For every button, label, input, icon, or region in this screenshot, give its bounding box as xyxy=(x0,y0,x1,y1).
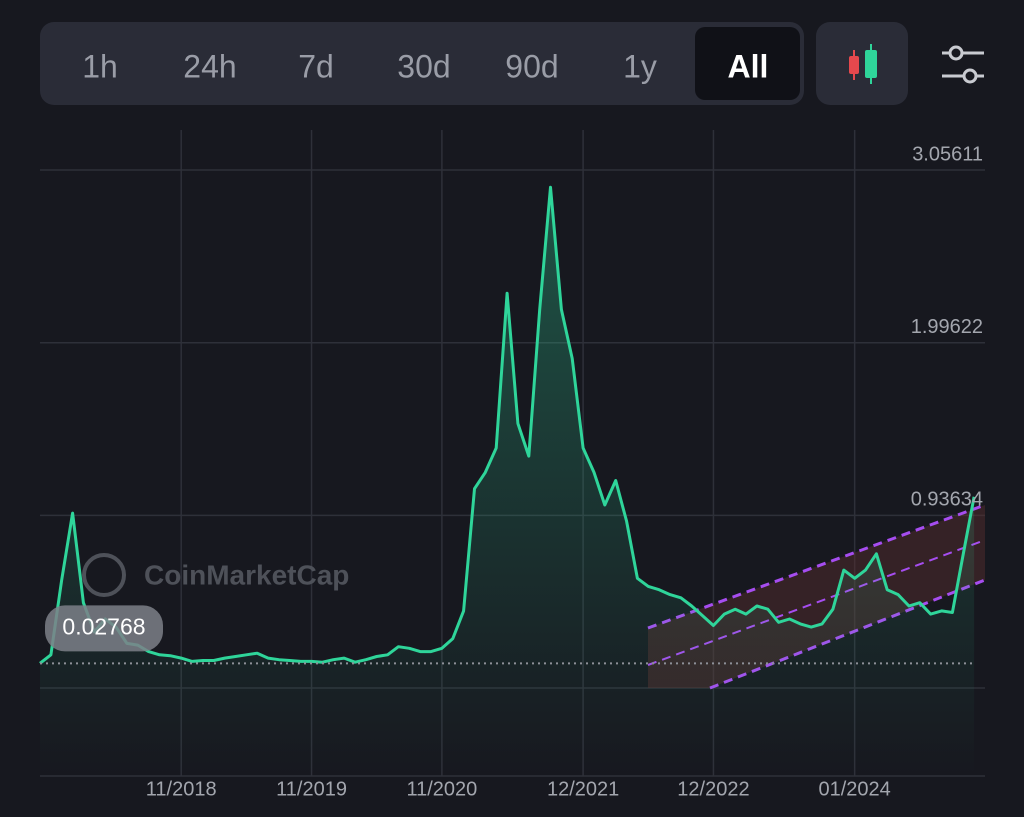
x-tick-label: 01/2024 xyxy=(819,778,891,800)
active-range-bg xyxy=(695,27,800,100)
y-tick-label: 1.99622 xyxy=(911,316,983,338)
plot xyxy=(39,185,976,777)
range-button[interactable]: 24h xyxy=(183,48,236,84)
x-tick-label: 12/2022 xyxy=(677,778,749,800)
x-tick-label: 12/2021 xyxy=(547,778,619,800)
candle-body xyxy=(849,56,859,74)
range-button[interactable]: 1h xyxy=(82,48,118,84)
price-area xyxy=(40,187,975,777)
candle-toggle[interactable] xyxy=(816,22,908,105)
reference-label-bg xyxy=(45,605,163,652)
settings-icon[interactable] xyxy=(942,45,984,84)
x-tick-label: 11/2018 xyxy=(146,778,217,800)
watermark-text: CoinMarketCap xyxy=(144,559,349,590)
toolbar: 1h 24h 7d 30d 90d 1y All xyxy=(40,22,984,105)
y-tick-label: 3.05611 xyxy=(912,143,983,165)
x-tick-label: 11/2019 xyxy=(276,778,347,800)
reference-label: 0.02768 xyxy=(62,613,145,639)
range-button[interactable]: 30d xyxy=(397,48,450,84)
watermark-logo xyxy=(82,553,126,597)
watermark: CoinMarketCap xyxy=(82,553,349,597)
slider-knob xyxy=(962,68,978,84)
candle-button[interactable] xyxy=(816,22,908,105)
slider-knob xyxy=(948,45,964,61)
y-tick-label: 0.93634 xyxy=(911,489,983,511)
candle-body xyxy=(865,50,877,78)
x-tick-label: 11/2020 xyxy=(406,778,477,800)
price-line xyxy=(39,185,976,665)
range-bar xyxy=(40,22,804,105)
range-button[interactable]: 7d xyxy=(298,48,334,84)
range-button[interactable]: All xyxy=(728,48,769,84)
range-button[interactable]: 1y xyxy=(623,48,657,84)
range-button[interactable]: 90d xyxy=(505,48,558,84)
